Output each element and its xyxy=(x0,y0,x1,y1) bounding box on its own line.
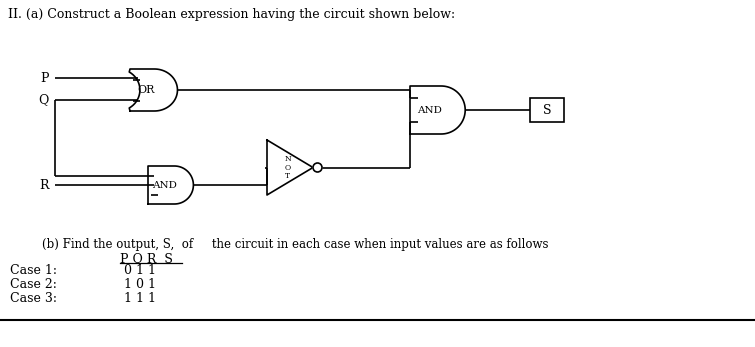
Text: 0 1 1: 0 1 1 xyxy=(124,264,156,277)
Text: AND: AND xyxy=(417,105,442,115)
Text: R: R xyxy=(39,178,49,192)
Text: 1 1 1: 1 1 1 xyxy=(124,292,156,305)
Text: II. (a) Construct a Boolean expression having the circuit shown below:: II. (a) Construct a Boolean expression h… xyxy=(8,8,455,21)
Circle shape xyxy=(313,163,322,172)
Text: OR: OR xyxy=(137,85,154,95)
Polygon shape xyxy=(148,166,193,204)
Text: Q: Q xyxy=(39,93,49,107)
Polygon shape xyxy=(410,86,465,134)
Text: N
O
T: N O T xyxy=(285,155,291,180)
Text: S: S xyxy=(543,103,551,117)
Text: Case 1:: Case 1: xyxy=(10,264,57,277)
Text: AND: AND xyxy=(152,180,177,189)
Text: P: P xyxy=(41,71,49,85)
Text: P Q R  S: P Q R S xyxy=(120,252,173,265)
Text: (b) Find the output, S,  of     the circuit in each case when input values are a: (b) Find the output, S, of the circuit i… xyxy=(42,238,548,251)
Text: Case 2:: Case 2: xyxy=(10,278,57,291)
Polygon shape xyxy=(129,69,177,111)
Text: 1 0 1: 1 0 1 xyxy=(124,278,156,291)
FancyBboxPatch shape xyxy=(530,98,564,122)
Polygon shape xyxy=(267,140,313,195)
Text: Case 3:: Case 3: xyxy=(10,292,57,305)
